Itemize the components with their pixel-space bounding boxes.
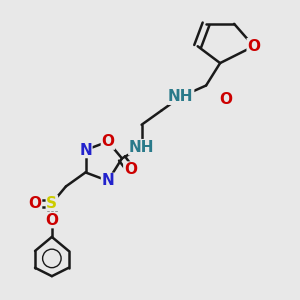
Text: N: N [79,142,92,158]
Text: O: O [219,92,232,107]
Text: O: O [247,39,260,54]
Text: O: O [28,196,41,211]
Text: N: N [102,173,114,188]
Text: O: O [45,213,58,228]
Text: S: S [46,196,57,211]
Text: NH: NH [168,89,194,104]
Text: O: O [101,134,114,149]
Text: NH: NH [129,140,154,155]
Text: O: O [124,162,137,177]
